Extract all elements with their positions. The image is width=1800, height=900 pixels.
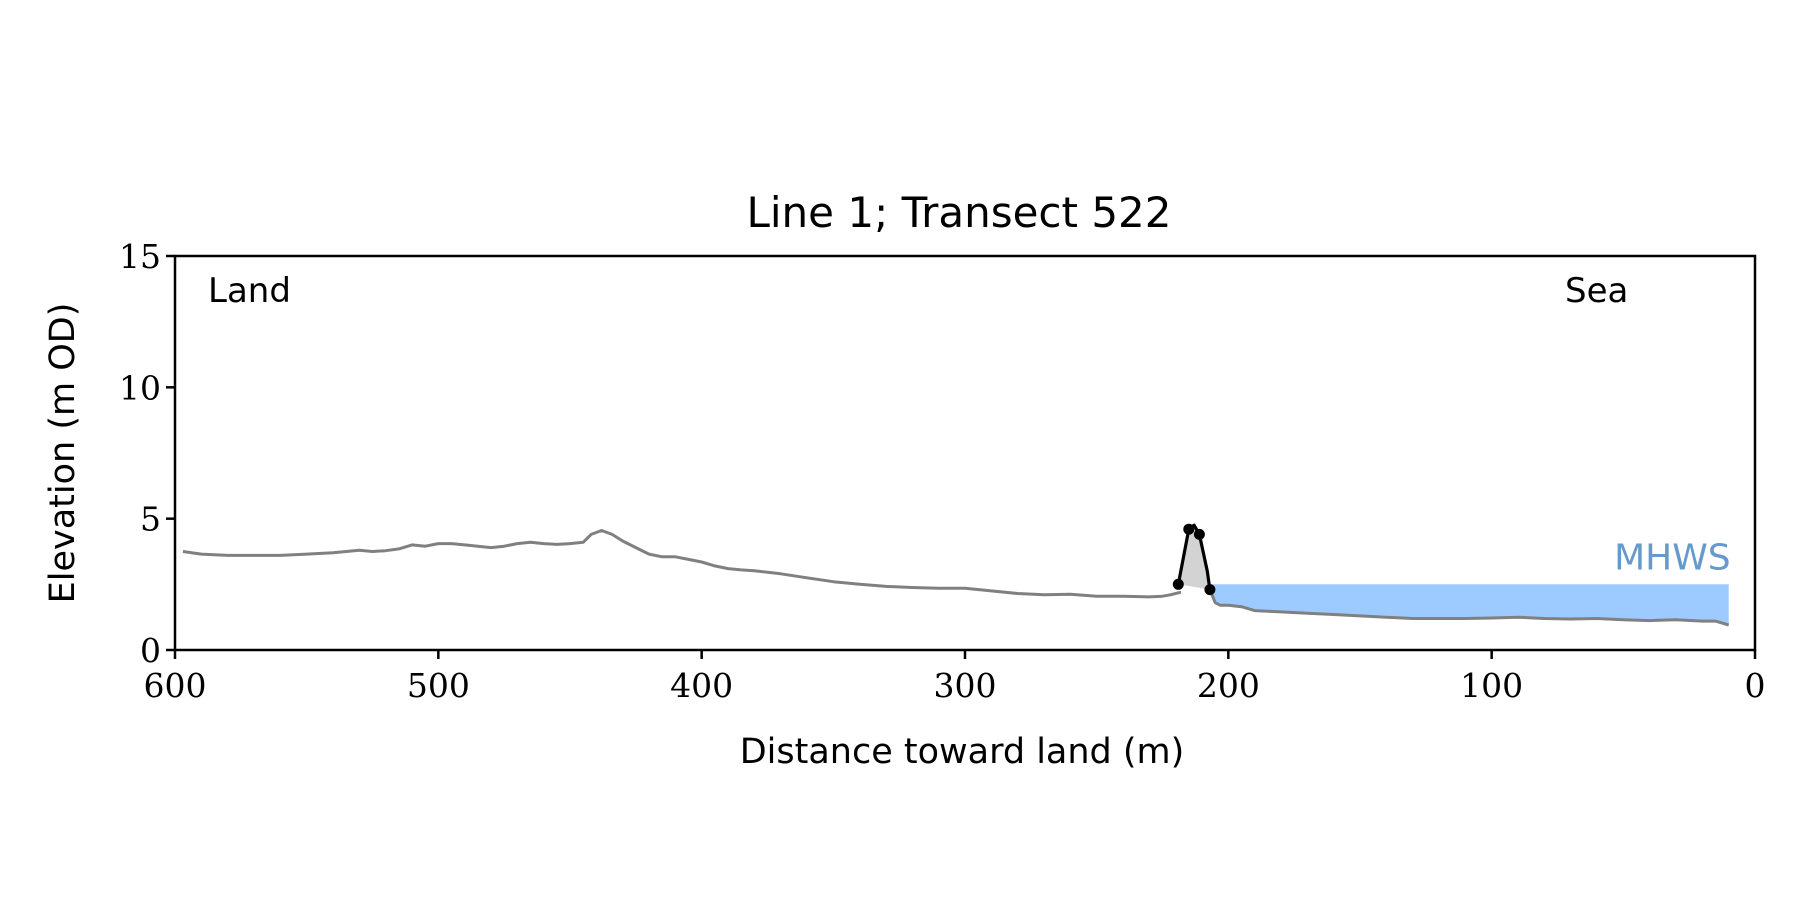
mhws-water-area [1209, 584, 1729, 625]
mhws-label: MHWS [1614, 537, 1731, 578]
x-tick-label: 0 [1745, 666, 1766, 705]
dune-vertex-point [1193, 528, 1205, 540]
x-axis: 600 500 400 300 200 100 0 [144, 650, 1766, 705]
y-tick-label: 0 [140, 631, 161, 670]
y-axis: 0 5 10 15 [119, 237, 175, 670]
land-label: Land [208, 271, 291, 311]
dune-vertex-point [1183, 523, 1195, 535]
x-tick-label: 400 [670, 666, 733, 705]
y-axis-label: Elevation (m OD) [43, 303, 83, 604]
x-tick-label: 600 [144, 666, 207, 705]
x-tick-label: 500 [407, 666, 470, 705]
x-tick-label: 100 [1460, 666, 1523, 705]
chart-title: Line 1; Transect 522 [746, 188, 1171, 237]
plot-area: MHWS [182, 523, 1731, 627]
dune-fill [1178, 525, 1210, 590]
x-tick-label: 300 [934, 666, 997, 705]
y-tick-label: 15 [119, 237, 161, 276]
dune-vertex-point [1172, 578, 1184, 590]
y-tick-label: 10 [119, 368, 161, 407]
x-axis-label: Distance toward land (m) [740, 732, 1185, 772]
dune-vertex-point [1204, 584, 1216, 596]
sea-label: Sea [1565, 271, 1628, 311]
foreshore-profile-line [1208, 589, 1730, 627]
y-tick-label: 5 [140, 500, 161, 539]
ground-profile-line [182, 529, 1182, 599]
x-tick-label: 200 [1197, 666, 1260, 705]
